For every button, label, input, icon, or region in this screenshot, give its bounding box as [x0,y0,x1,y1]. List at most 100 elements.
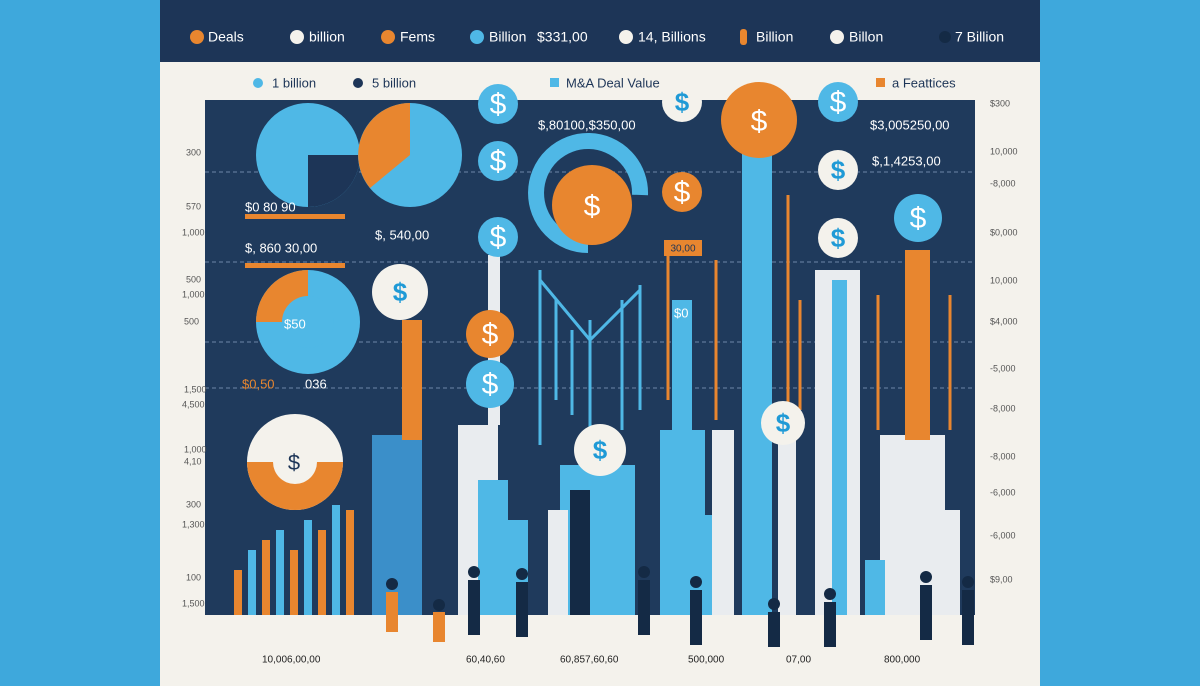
dollar-icon: $ [751,105,768,138]
axis-label: 60,40,60 [466,655,505,666]
axis-label: 500 [184,316,199,326]
dollar-icon: $ [831,223,846,253]
donut-hole [282,296,334,348]
left-axis: 300 570 1,000 500 1,000 500 1,500 4,500 … [182,147,207,608]
axis-label: -8,000 [990,178,1016,188]
legend-label: 14, Billions [638,29,706,45]
axis-label: 60,857,60,60 [560,655,619,666]
legend-dot [876,78,885,87]
axis-label: 1,000 [182,227,205,237]
axis-label: -6,000 [990,530,1016,540]
axis-label: 4,10 [184,456,202,466]
dollar-icon: $ [482,368,499,401]
legend-dot [740,29,747,45]
floor [205,615,975,635]
dollar-icon: $ [490,88,507,121]
dollar-icon: $ [831,155,846,185]
legend-label: Billion [489,29,526,45]
annotation: $, 540,00 [375,227,429,242]
axis-label: 100 [186,572,201,582]
dollar-icon: $ [675,87,690,117]
dollar-icon: $ [584,190,601,223]
legend-label: M&A Deal Value [566,75,660,90]
dollar-icon: $ [490,145,507,178]
axis-label: -8,000 [990,403,1016,413]
axis-label: 500,000 [688,655,725,666]
axis-label: 800,000 [884,655,921,666]
pie-slice [247,462,343,510]
legend-label: 5 billion [372,75,416,90]
axis-label: 1,000 [182,289,205,299]
annotation: $0,50 [242,376,275,391]
right-axis: $300 10,000 -8,000 $0,000 10,000 $4,000 … [990,98,1018,584]
legend-label: Deals [208,29,244,45]
axis-label: $0,000 [990,227,1018,237]
thin-bars [538,195,952,445]
axis-label: 1,300 [182,519,205,529]
axis-label: -8,000 [990,451,1016,461]
legend-dot [939,31,951,43]
dollar-icon: $ [776,408,791,438]
legend-label: a Feattices [892,75,956,90]
dollar-icon: $ [830,86,847,119]
legend-label: billion [309,29,345,45]
dollar-icon: $ [593,435,608,465]
legend-label: Billion [756,29,793,45]
dollar-icon: $ [288,450,300,475]
annotation: $, 860 30,00 [245,240,317,255]
axis-label: 10,000 [990,146,1018,156]
axis-label: 10,000 [990,275,1018,285]
dollar-icon: $ [490,221,507,254]
axis-label: 1,000 [184,444,207,454]
legend-label: $331,00 [537,29,588,45]
axis-label: 10,006,00,00 [262,655,321,666]
axis-label: -5,000 [990,363,1016,373]
legend-dot [830,30,844,44]
dollar-icon: $ [482,318,499,351]
axis-label: 300 [186,499,201,509]
axis-label: $9,00 [990,574,1013,584]
pie-slice [308,155,360,207]
axis-label: 300 [186,147,201,157]
trend-line [538,279,642,343]
axis-label: 07,00 [786,655,811,666]
label-bar [245,263,345,268]
annotation-box [664,240,702,256]
arc [528,133,649,253]
axis-label: 1,500 [184,384,207,394]
annotation: $0 80 90 [245,199,296,214]
bottom-axis: 10,006,00,00 60,40,60 60,857,60,60 500,0… [262,655,921,666]
legend-dot [290,30,304,44]
annotation: $3,005250,00 [870,117,950,132]
axis-label: $4,000 [990,316,1018,326]
legend-dot [353,78,363,88]
axis-label: $300 [990,98,1010,108]
legend-label: 7 Billion [955,29,1004,45]
axis-label: 4,500 [182,399,205,409]
axis-label: -6,000 [990,487,1016,497]
axis-label: 570 [186,201,201,211]
legend-label: Billon [849,29,883,45]
legend-dot [190,30,204,44]
pie-slice [358,103,410,188]
legend-dot [253,78,263,88]
dollar-icon: $ [674,176,691,209]
dollar-icon: $ [910,202,927,235]
annotation: $50 [284,316,306,331]
label-bar [245,214,345,219]
pie-center [273,440,317,484]
axis-label: 1,500 [182,598,205,608]
axis-label: 500 [186,274,201,284]
people [386,566,974,647]
legend-dot [381,30,395,44]
dollar-icons: $ $ $ $ $ $ $ $ $ $ $ $ $ $ $ $ $ [288,82,942,476]
legend-label: Fems [400,29,435,45]
annotation: $0 [674,305,688,320]
annotation: $,1,4253,00 [872,153,941,168]
legend-dot [470,30,484,44]
annotation: 30,00 [670,244,695,255]
small-bars [234,505,354,615]
